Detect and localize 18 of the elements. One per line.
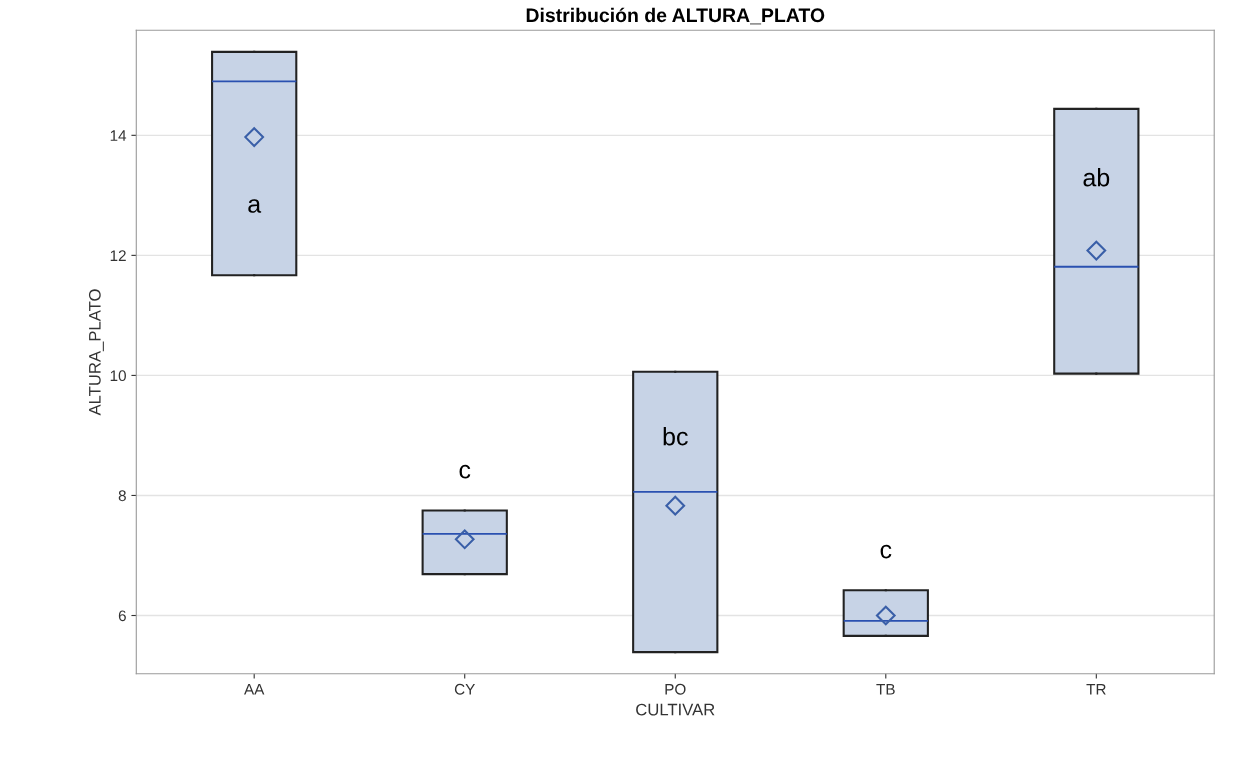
- y-tick-label: 12: [110, 250, 126, 261]
- chart-title: Distribución de ALTURA_PLATO: [526, 7, 825, 25]
- y-tick-label: 10: [110, 370, 126, 382]
- y-tick-label: 8: [118, 490, 126, 502]
- x-axis-title: CULTIVAR: [636, 703, 715, 716]
- annotation: a: [248, 199, 262, 213]
- y-tick-label: 6: [118, 610, 126, 622]
- x-tick-label: TR: [1086, 684, 1106, 695]
- y-tick-label: 14: [110, 130, 127, 141]
- annotation: ab: [1083, 168, 1110, 187]
- x-tick-label: PO: [665, 683, 686, 695]
- y-axis-title: ALTURA_PLATO: [88, 289, 104, 416]
- x-tick-label: AA: [244, 684, 265, 695]
- x-tick-label: CY: [454, 683, 475, 695]
- annotation: bc: [663, 427, 688, 446]
- annotation: c: [880, 544, 892, 559]
- annotation: c: [459, 464, 471, 479]
- x-tick-label: TB: [876, 684, 895, 695]
